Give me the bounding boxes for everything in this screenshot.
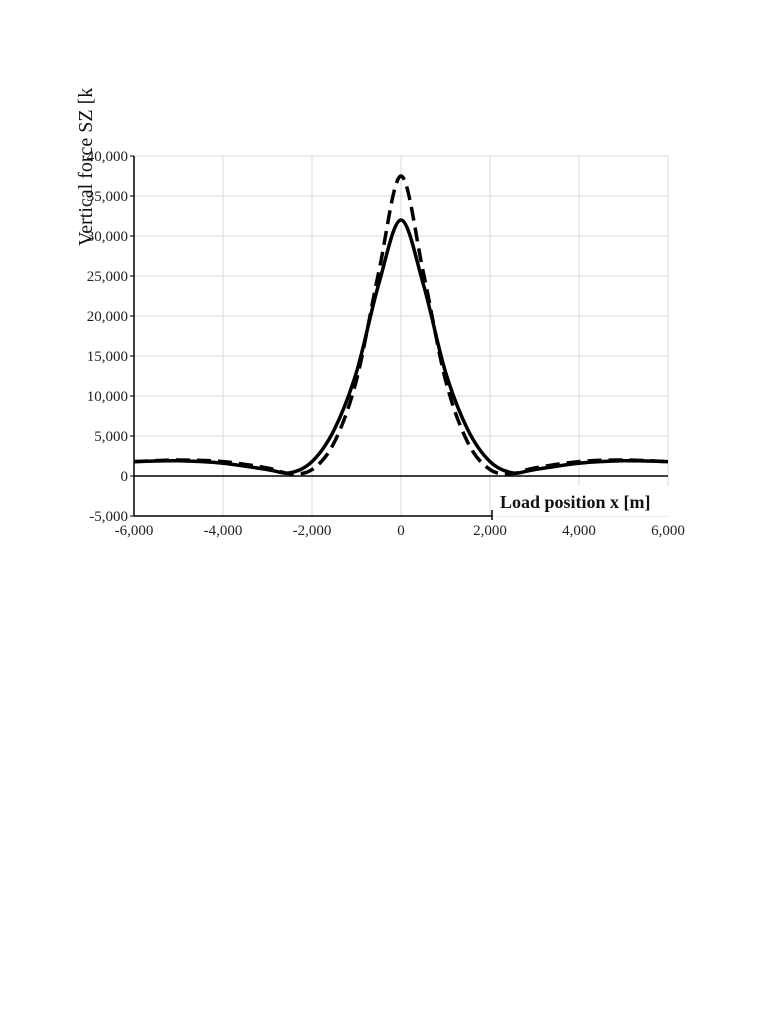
series-group — [133, 174, 669, 476]
y-tick-label: 5,000 — [94, 429, 128, 445]
y-tick-label: 30,000 — [87, 229, 128, 245]
y-tick-label: 0 — [121, 469, 129, 485]
y-tick-label: 35,000 — [87, 189, 128, 205]
y-axis-label: Vertical force SZ [k — [75, 88, 97, 246]
y-tick-label: 20,000 — [87, 309, 128, 325]
grid — [133, 155, 669, 517]
y-tick-label: 10,000 — [87, 389, 128, 405]
y-tick-label: -5,000 — [89, 509, 128, 525]
series-line-dashed — [133, 174, 669, 476]
x-tick-label: 0 — [397, 523, 405, 539]
tick-labels: -6,000 -4,000 -2,000 0 2,000 4,000 6,000 -5,000… — [87, 149, 685, 539]
x-tick-label: -2,000 — [293, 523, 332, 539]
xlabel-background — [494, 486, 680, 516]
y-tick-label: 25,000 — [87, 269, 128, 285]
axes — [130, 155, 668, 520]
x-tick-label: 6,000 — [651, 523, 685, 539]
x-tick-label: -4,000 — [204, 523, 243, 539]
x-axis-label: Load position x [m] — [500, 492, 651, 512]
x-tick-label: 2,000 — [473, 523, 507, 539]
y-tick-label: 15,000 — [87, 349, 128, 365]
x-tick-label: -6,000 — [115, 523, 154, 539]
x-tick-label: 4,000 — [562, 523, 596, 539]
y-tick-label: 40,000 — [87, 149, 128, 165]
